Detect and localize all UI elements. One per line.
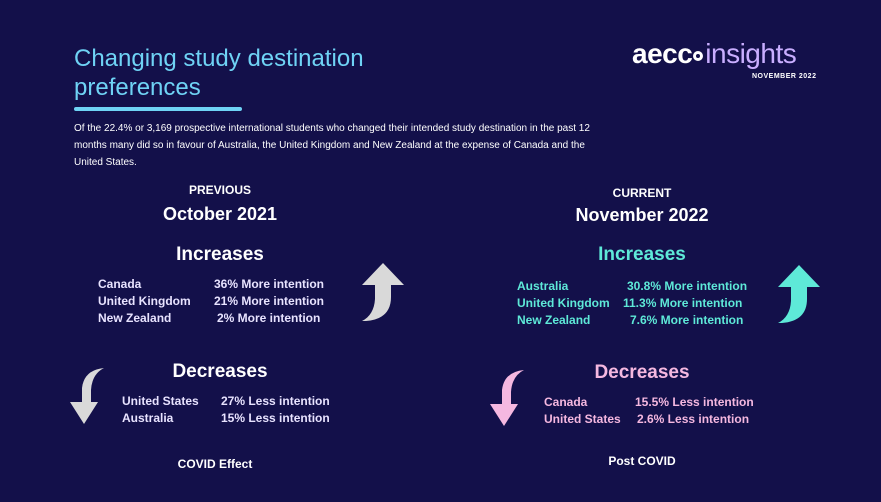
country-name: United Kingdom: [517, 296, 610, 310]
list-item: United States 27% Less intention: [122, 393, 330, 410]
intention-value: 15.5% Less intention: [635, 395, 754, 409]
intention-value: 7.6% More intention: [630, 313, 744, 327]
country-name: United States: [122, 394, 199, 408]
current-label: CURRENT: [612, 186, 672, 200]
list-item: United Kingdom 21% More intention: [98, 293, 324, 310]
list-item: United States 2.6% Less intention: [544, 411, 754, 428]
previous-increases-list: Canada 36% More intention United Kingdom 2…: [98, 276, 324, 327]
list-item: New Zealand 7.6% More intention: [517, 312, 747, 329]
list-item: New Zealand 2% More intention: [98, 310, 324, 327]
current-decreases-list: Canada 15.5% Less intention United States…: [544, 394, 754, 428]
logo-brand: aecc: [632, 38, 693, 69]
country-name: Canada: [544, 395, 588, 409]
country-name: Canada: [98, 277, 142, 291]
country-name: United States: [544, 412, 621, 426]
logo-dot-icon: [693, 51, 704, 61]
country-name: New Zealand: [517, 313, 591, 327]
list-item: Australia 15% Less intention: [122, 410, 330, 427]
current-increases-list: Australia 30.8% More intention United Kin…: [517, 278, 747, 329]
list-item: Canada 36% More intention: [98, 276, 324, 293]
curved-down-arrow-icon: [490, 370, 524, 426]
previous-decreases-list: United States 27% Less intention Australi…: [122, 393, 330, 427]
previous-decreases-title: Decreases: [172, 361, 268, 382]
page-title: Changing study destination preferences: [74, 45, 364, 101]
previous-increases-title: Increases: [176, 244, 264, 265]
current-footer: Post COVID: [608, 454, 676, 468]
current-period: November 2022: [575, 205, 709, 225]
intention-value: 2.6% Less intention: [637, 412, 750, 426]
previous-label: PREVIOUS: [188, 183, 251, 197]
country-name: Australia: [517, 279, 569, 293]
list-item: Australia 30.8% More intention: [517, 278, 747, 295]
country-name: United Kingdom: [98, 294, 191, 308]
intention-value: 21% More intention: [214, 294, 325, 308]
list-item: Canada 15.5% Less intention: [544, 394, 754, 411]
intention-value: 11.3% More intention: [623, 296, 743, 310]
curved-down-arrow-icon: [70, 368, 104, 424]
intention-value: 27% Less intention: [221, 394, 330, 408]
logo-word: insights: [705, 38, 797, 69]
aecc-insights-logo: aecc insights: [632, 38, 797, 70]
list-item: United Kingdom 11.3% More intention: [517, 295, 747, 312]
country-name: Australia: [122, 411, 174, 425]
intro-text: Of the 22.4% or 3,169 prospective intern…: [74, 123, 590, 168]
intention-value: 36% More intention: [214, 277, 325, 291]
previous-period: October 2021: [162, 204, 278, 224]
country-name: New Zealand: [98, 311, 172, 325]
previous-footer: COVID Effect: [177, 457, 253, 471]
current-decreases-title: Decreases: [594, 362, 690, 383]
intention-value: 2% More intention: [217, 311, 321, 325]
title-underline: [74, 107, 242, 111]
intention-value: 30.8% More intention: [627, 279, 748, 293]
logo-date: NOVEMBER 2022: [752, 73, 817, 80]
intention-value: 15% Less intention: [221, 411, 330, 425]
curved-up-arrow-icon: [778, 265, 820, 323]
curved-up-arrow-icon: [362, 263, 404, 321]
current-increases-title: Increases: [598, 244, 686, 265]
